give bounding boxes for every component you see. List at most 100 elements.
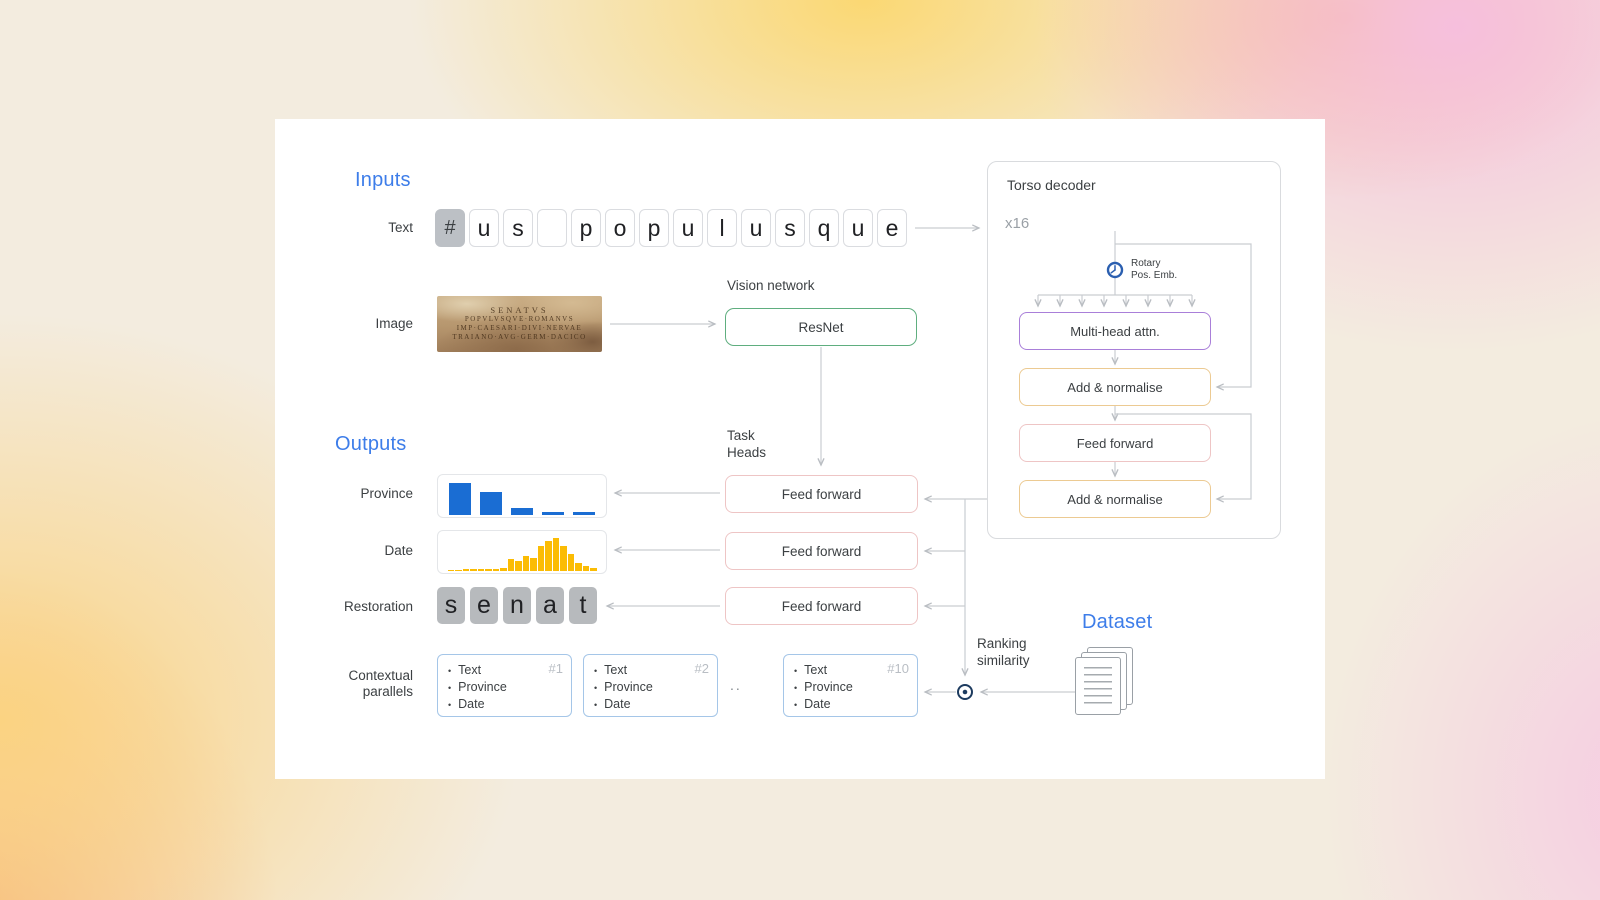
text-token: u <box>469 209 499 247</box>
rotary-pos-emb-icon <box>1106 261 1124 279</box>
bullet-icon: • <box>594 700 598 710</box>
vision-network-label: Vision network <box>727 278 815 293</box>
date-distribution-bar <box>485 569 492 571</box>
parallel-box-1: #1 • Text • Province • Date <box>437 654 572 717</box>
province-distribution-bar <box>449 483 471 515</box>
bullet-icon: • <box>448 700 452 710</box>
torso-repeat-label: x16 <box>1005 215 1030 232</box>
ranking-similarity-label: Ranking similarity <box>977 635 1030 669</box>
province-distribution-bar <box>480 491 502 515</box>
text-token: o <box>605 209 635 247</box>
date-distribution-bar <box>537 546 544 571</box>
restoration-token: e <box>470 587 498 624</box>
inputs-heading: Inputs <box>355 169 411 191</box>
parallel-item: Date <box>458 697 485 711</box>
parallel-item: Date <box>804 697 831 711</box>
text-token: u <box>741 209 771 247</box>
inscription-line: POPVLVSQVE·ROMANVS <box>464 315 575 323</box>
date-distribution-bar <box>545 541 552 571</box>
torso-decoder-title: Torso decoder <box>1007 177 1096 193</box>
parallel-box-id: #1 <box>548 661 563 676</box>
document-page-front <box>1075 657 1121 715</box>
task-heads-line2: Heads <box>727 445 767 460</box>
document-text-lines <box>1084 667 1112 707</box>
dataset-heading: Dataset <box>1082 611 1153 633</box>
add-normalise-label: Add & normalise <box>1067 379 1163 395</box>
date-distribution-bar <box>582 566 589 571</box>
parallel-item: Text <box>804 663 828 677</box>
text-token: s <box>775 209 805 247</box>
task-heads-label: Task Heads <box>727 427 766 461</box>
restoration-token: t <box>569 587 597 624</box>
bullet-icon: • <box>794 683 798 693</box>
feed-forward-head-label: Feed forward <box>781 543 862 559</box>
date-histogram <box>437 530 607 574</box>
date-distribution-bar <box>470 569 477 571</box>
province-distribution-bar <box>573 511 595 515</box>
parallels-ellipsis: .. <box>730 677 742 693</box>
date-distribution-bar <box>590 568 597 571</box>
parallel-item: Province <box>804 680 853 694</box>
outputs-heading: Outputs <box>335 433 407 455</box>
bullet-icon: • <box>794 700 798 710</box>
feed-forward-head-province: Feed forward <box>725 475 918 513</box>
ranking-line2: similarity <box>977 653 1030 668</box>
province-distribution-bar <box>511 507 533 515</box>
resnet-label: ResNet <box>798 319 844 335</box>
feed-forward-block: Feed forward <box>1019 424 1211 462</box>
ranking-line1: Ranking <box>977 636 1027 651</box>
image-label: Image <box>375 316 413 331</box>
task-heads-line1: Task <box>727 428 755 443</box>
inscription-line: IMP·CAESARI·DIVI·NERVAE <box>456 324 583 332</box>
multi-head-attn-label: Multi-head attn. <box>1070 323 1160 339</box>
skip-connection-1 <box>1115 243 1252 391</box>
add-normalise-block-2: Add & normalise <box>1019 480 1211 518</box>
contextual-line1: Contextual <box>348 668 413 683</box>
resnet-box: ResNet <box>725 308 917 346</box>
feed-forward-head-label: Feed forward <box>781 598 862 614</box>
bullet-icon: • <box>794 666 798 676</box>
restoration-token: s <box>437 587 465 624</box>
inscription-image: SENATVS POPVLVSQVE·ROMANVS IMP·CAESARI·D… <box>437 296 602 352</box>
text-token: e <box>877 209 907 247</box>
date-distribution-bar <box>575 563 582 571</box>
restoration-token: a <box>536 587 564 624</box>
text-label: Text <box>388 220 413 235</box>
multi-head-attn-block: Multi-head attn. <box>1019 312 1211 350</box>
inscription-line: TRAIANO·AVG·GERM·DACICO <box>452 333 587 341</box>
date-distribution-bar <box>560 546 567 571</box>
restoration-label: Restoration <box>343 599 413 614</box>
date-distribution-bar <box>522 555 529 571</box>
date-distribution-bar <box>477 569 484 571</box>
text-token: u <box>843 209 873 247</box>
parallel-item: Province <box>604 680 653 694</box>
add-normalise-label: Add & normalise <box>1067 491 1163 507</box>
contextual-parallels-label: Contextual parallels <box>315 668 413 700</box>
parallel-item: Text <box>604 663 628 677</box>
diagram-card: Inputs Text # u s p o p u l u s q u e Image SENATVS … <box>275 119 1325 779</box>
contextual-line2: parallels <box>362 684 413 699</box>
rotary-label-line2: Pos. Emb. <box>1131 270 1178 281</box>
bullet-icon: • <box>594 666 598 676</box>
text-token: l <box>707 209 737 247</box>
dataset-documents-icon <box>1075 647 1141 721</box>
feed-forward-head-label: Feed forward <box>781 486 862 502</box>
parallel-item: Text <box>458 663 482 677</box>
date-distribution-bar <box>515 561 522 571</box>
text-token: u <box>673 209 703 247</box>
text-token: p <box>639 209 669 247</box>
text-token-row: # u s p o p u l u s q u e <box>435 209 907 247</box>
rotary-label-line1: Rotary <box>1131 258 1161 269</box>
date-distribution-bar <box>462 569 469 571</box>
text-token: s <box>503 209 533 247</box>
date-distribution-bar <box>530 558 537 571</box>
text-token: # <box>435 209 465 247</box>
date-distribution-bar <box>500 567 507 571</box>
bullet-icon: • <box>448 683 452 693</box>
date-distribution-bar <box>552 538 559 571</box>
inscription-line: SENATVS <box>490 305 549 315</box>
feed-forward-head-date: Feed forward <box>725 532 918 570</box>
parallel-box-id: #10 <box>887 661 909 676</box>
